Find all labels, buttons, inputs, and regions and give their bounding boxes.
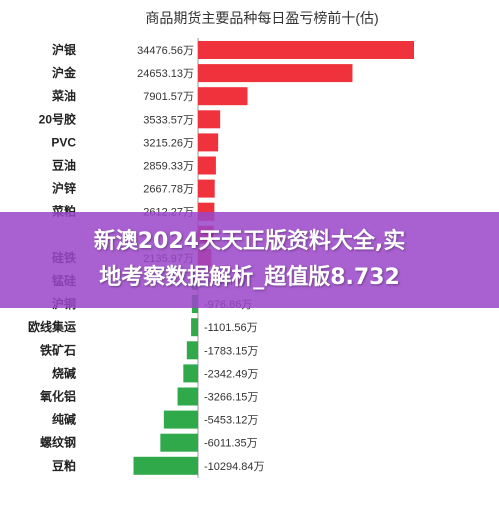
category-label: 20号胶 (39, 111, 76, 126)
value-label: -6011.35万 (204, 438, 258, 450)
bar-negative (183, 364, 198, 383)
category-label: 沪金 (52, 65, 77, 80)
category-label: PVC (51, 135, 76, 149)
value-label: -2342.49万 (204, 368, 258, 380)
chart-title: 商品期货主要品种每日盈亏榜前十(估) (145, 10, 378, 26)
value-label: 24653.13万 (137, 68, 194, 80)
category-label: 烧碱 (52, 365, 76, 380)
bar-negative (186, 341, 198, 360)
category-label: 沪锌 (52, 181, 76, 196)
bar-negative (163, 410, 198, 429)
banner-line-2: 地考察数据解析_超值版8.732 (99, 265, 400, 290)
value-label: -5453.12万 (204, 415, 258, 427)
bar-positive (198, 87, 248, 106)
bar-positive (198, 133, 219, 152)
bar-negative (133, 456, 198, 475)
category-label: 豆粕 (52, 458, 76, 473)
bar-negative (191, 318, 198, 337)
value-label: -3266.15万 (204, 392, 258, 404)
value-label: 34476.56万 (137, 45, 194, 57)
value-label: 2859.33万 (143, 161, 194, 173)
value-label: 2667.78万 (143, 184, 194, 196)
value-label: 7901.57万 (143, 91, 194, 103)
value-label: 3215.26万 (143, 137, 194, 149)
bar-negative (177, 387, 198, 406)
category-label: 菜油 (51, 88, 76, 103)
banner-line-1: 新澳2024天天正版资料大全,实 (93, 229, 406, 254)
category-label: 豆油 (52, 158, 76, 173)
value-label: -10294.84万 (204, 461, 265, 473)
bar-negative (160, 433, 198, 452)
category-label: 铁矿石 (40, 342, 76, 357)
category-label: 螺纹钢 (40, 435, 76, 450)
category-label: 沪银 (52, 42, 77, 57)
category-label: 纯碱 (52, 412, 76, 427)
bar-positive (198, 156, 216, 175)
watermark-banner: 新澳2024天天正版资料大全,实 地考察数据解析_超值版8.732 (0, 212, 499, 308)
bar-positive (198, 179, 215, 198)
value-label: -1101.56万 (204, 322, 258, 334)
category-label: 氧化铝 (39, 389, 76, 404)
bar-positive (198, 64, 353, 83)
category-label: 欧线集运 (28, 319, 76, 334)
value-label: 3533.57万 (143, 114, 194, 126)
bar-positive (198, 41, 414, 59)
bar-positive (198, 110, 221, 129)
value-label: -1783.15万 (204, 345, 258, 357)
